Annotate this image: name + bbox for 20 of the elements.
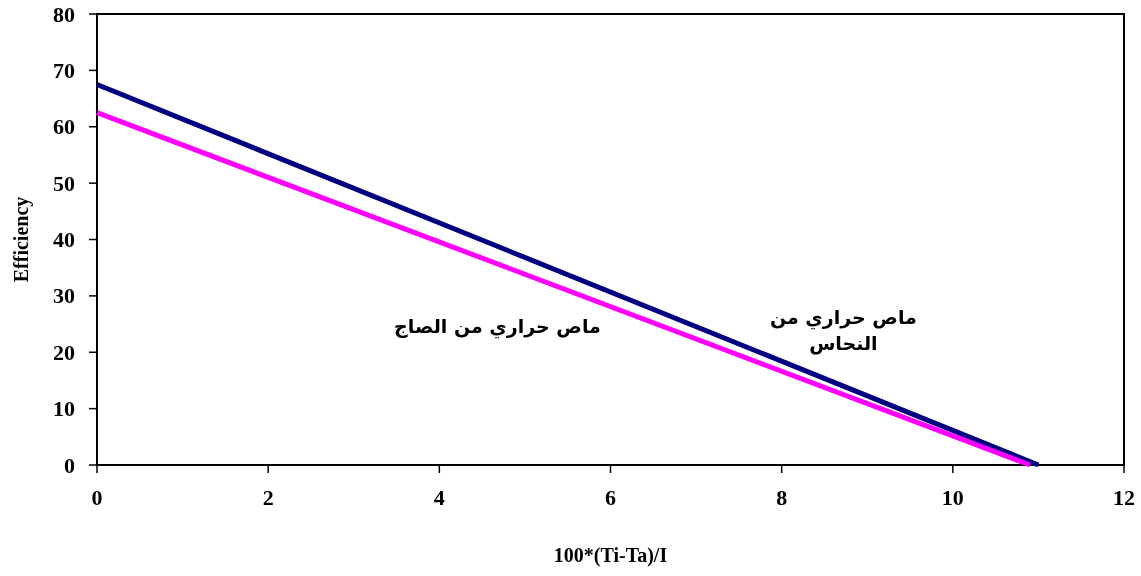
y-tick-label: 0 — [64, 452, 75, 478]
y-tick-label: 10 — [53, 396, 75, 422]
x-tick-label: 4 — [433, 485, 445, 510]
y-tick-label: 30 — [53, 283, 75, 309]
y-tick-label: 70 — [53, 57, 75, 83]
series-label: ماص حراري من النحاس — [769, 305, 917, 355]
y-tick-label: 50 — [53, 170, 75, 196]
y-tick-label: 80 — [53, 1, 75, 27]
x-tick-label: 12 — [1113, 485, 1135, 510]
y-axis-title: Efficiency — [10, 196, 33, 283]
y-tick-label: 60 — [53, 114, 75, 140]
series-label: ماص حراري من الصاج — [394, 314, 601, 339]
x-tick-label: 0 — [91, 485, 103, 510]
x-axis-title: 100*(Ti-Ta)/I — [553, 544, 668, 567]
x-tick-label: 10 — [941, 485, 964, 510]
x-tick-label: 6 — [605, 485, 616, 510]
y-tick-label: 20 — [53, 339, 75, 365]
x-tick-label: 8 — [776, 485, 788, 510]
y-tick-label: 40 — [53, 227, 75, 252]
x-tick-label: 2 — [262, 485, 274, 510]
